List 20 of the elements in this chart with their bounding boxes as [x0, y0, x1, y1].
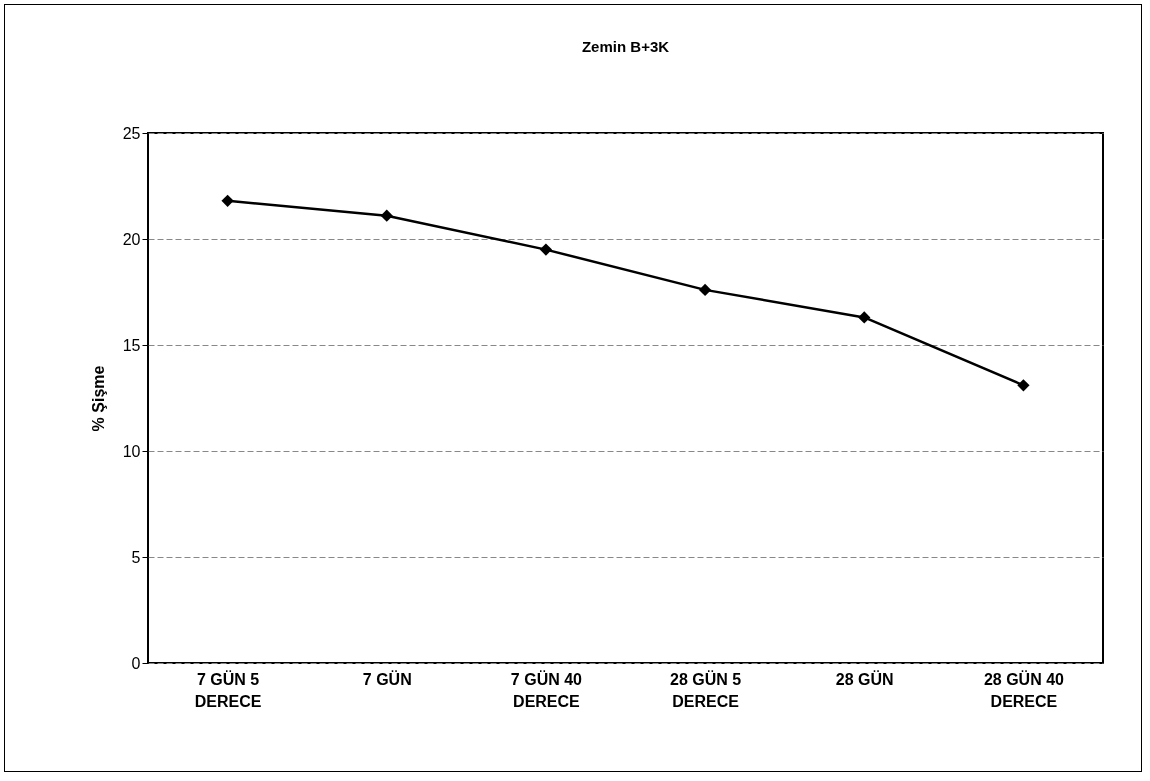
y-tick-label: 0 — [131, 654, 141, 672]
x-tick-label: 7 GÜN 40 DERECE — [510, 669, 583, 710]
y-tick-label: 10 — [122, 442, 141, 460]
x-tick-label: 7 GÜN 5 DERECE — [194, 669, 262, 710]
x-tick-label: 7 GÜN — [362, 669, 412, 688]
x-tick-label: 28 GÜN 5 DERECE — [670, 669, 742, 710]
point — [380, 209, 393, 222]
y-tick-label: 15 — [122, 336, 141, 354]
point — [1017, 379, 1030, 392]
x-tick-label: 28 GÜN 40 DERECE — [983, 669, 1065, 710]
y-tick-label: 5 — [131, 548, 141, 566]
point — [698, 283, 712, 296]
point — [858, 311, 871, 324]
y-tick-label: 20 — [122, 230, 141, 248]
y-axis-title: % Şişme — [89, 365, 107, 432]
y-tick-label: 25 — [122, 124, 141, 142]
x-tick-label: 28 GÜN — [835, 669, 894, 688]
point — [539, 243, 553, 256]
chart-title: Zemin B+3K — [581, 38, 670, 55]
point — [221, 194, 234, 207]
